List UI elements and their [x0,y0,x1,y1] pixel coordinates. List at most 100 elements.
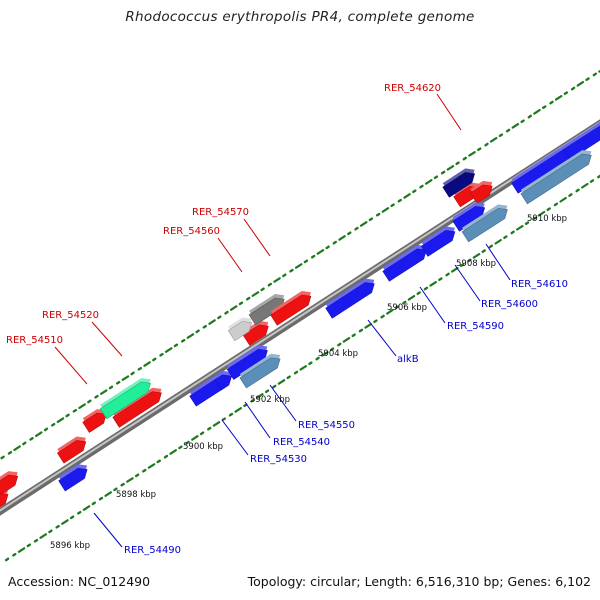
tick-mark [394,305,400,309]
forward-gene-arrow-face [227,321,253,342]
gene-label-rer-54570[interactable]: RER_54570 [192,207,249,218]
gene-label-rer-54600[interactable]: RER_54600 [481,299,538,310]
tick-mark [61,519,69,525]
tick-mark [191,435,199,441]
tick-mark [51,422,56,427]
forward-gene-arrow[interactable] [242,320,269,346]
tick-mark [592,72,597,77]
tick-mark [186,333,195,339]
tick-mark [199,431,205,436]
tick-mark [4,557,10,562]
tick-mark [510,230,515,235]
gene-label-rer-54530[interactable]: RER_54530 [250,454,307,465]
forward-gene-arrow[interactable] [56,436,87,464]
forward-gene-arrow[interactable] [270,291,312,326]
forward-gene-arrow[interactable] [99,378,151,420]
tick-mark [234,407,242,413]
tick-mark [533,108,541,115]
forward-gene-arrow[interactable] [442,168,475,198]
reverse-gene-arrow[interactable] [461,204,508,243]
forward-gene-arrow-face [469,184,493,204]
reverse-gene-arrow[interactable] [214,370,232,391]
tick-mark [91,501,97,506]
forward-gene-arrow[interactable] [0,471,19,495]
forward-gene-arrow-face [0,493,9,508]
reverse-gene-arrow-face [461,208,508,243]
scale-label: 5908 kbp [456,259,496,269]
tick-mark [511,122,520,129]
gene-label-rer-54550[interactable]: RER_54550 [298,420,355,431]
gene-label-alkb[interactable]: alkB [397,354,419,365]
tick-mark [29,437,34,441]
tick-mark [87,399,92,404]
tick-mark [429,281,437,287]
tick-mark [338,235,346,241]
scale-label: 5902 kbp [250,395,290,405]
scale-label: 5910 kbp [527,214,567,224]
reverse-gene-arrow[interactable] [452,202,486,232]
tick-mark [164,347,173,353]
tick-mark [260,287,265,292]
tick-mark [282,273,287,278]
gene-label-rer-54490[interactable]: RER_54490 [124,545,181,556]
leader-alkb [367,319,397,357]
tick-mark [359,221,368,227]
tick-mark [221,417,227,422]
reverse-gene-arrow[interactable] [520,150,592,205]
forward-gene-arrow[interactable] [469,180,493,204]
reverse-gene-arrow[interactable] [239,353,281,389]
tick-mark [570,86,576,91]
leader-rer-54530 [221,419,249,456]
tick-mark [277,379,286,385]
reverse-gene-arrow[interactable] [226,345,268,380]
tick-mark [152,357,157,362]
forward-gene-arrow[interactable] [112,387,162,428]
reverse-gene-arrow[interactable] [382,244,427,282]
reverse-gene-arrow[interactable] [58,464,88,492]
tick-mark [251,291,260,297]
tick-mark [121,375,130,381]
reverse-gene-arrow[interactable] [325,278,375,319]
tick-mark [484,142,489,147]
gene-label-rer-54560[interactable]: RER_54560 [163,226,220,237]
leader-rer-54610 [485,243,511,281]
forward-gene-arrow-face [270,294,312,326]
leader-rer-54560 [217,237,243,273]
tick-mark [549,100,554,105]
reverse-gene-arrow-face [214,374,232,391]
reverse-gene-arrow[interactable] [563,112,600,160]
tick-mark [159,352,164,357]
tick-mark [289,268,294,273]
gene-label-rer-54590[interactable]: RER_54590 [447,321,504,332]
tick-mark [224,310,229,315]
gene-label-rer-54610[interactable]: RER_54610 [511,279,568,290]
tick-mark [403,193,411,199]
tick-mark [303,259,309,264]
tick-mark [72,408,78,413]
gene-label-rer-54510[interactable]: RER_54510 [6,335,63,346]
gene-label-rer-54540[interactable]: RER_54540 [273,437,330,448]
label-leaders [54,93,511,548]
tick-mark [351,333,356,338]
forward-gene-arrow-face [112,391,162,428]
tick-mark [568,193,573,197]
tick-mark [0,455,5,460]
forward-gene-arrow[interactable] [82,409,107,433]
tick-mark [12,552,17,557]
tick-mark [472,253,481,259]
reverse-gene-arrow[interactable] [420,226,456,257]
tick-mark [311,254,316,259]
gene-label-rer-54620[interactable]: RER_54620 [384,83,441,94]
reverse-gene-arrow-face [382,248,427,282]
tick-mark [527,114,532,119]
leader-rer-54490 [93,512,123,548]
tick-mark [98,496,104,501]
tick-mark [99,389,108,395]
tick-mark [459,263,465,267]
forward-gene-arrow[interactable] [227,317,253,342]
tick-mark [169,449,177,455]
tick-mark [580,182,589,189]
tick-mark [462,156,467,161]
gene-label-rer-54520[interactable]: RER_54520 [42,310,99,321]
